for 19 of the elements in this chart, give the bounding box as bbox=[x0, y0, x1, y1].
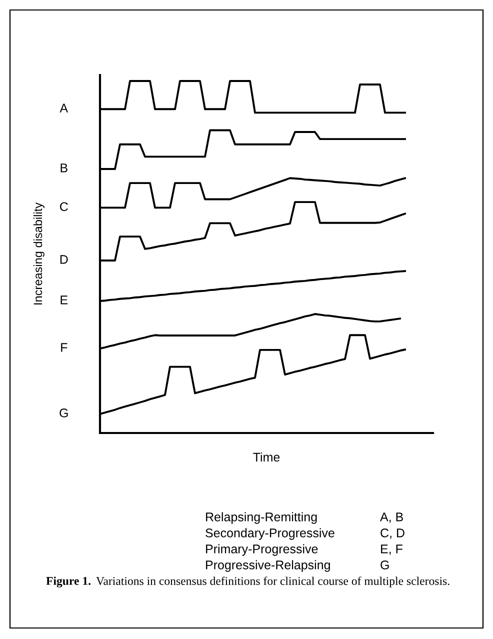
text: C bbox=[60, 202, 68, 212]
text: G bbox=[380, 560, 389, 570]
text: E bbox=[60, 296, 68, 304]
text: C, D bbox=[380, 528, 404, 539]
text: F bbox=[61, 343, 68, 352]
text: Relapsing-Remitting bbox=[206, 512, 317, 524]
text: G bbox=[60, 408, 68, 418]
text: Primary-Progressive bbox=[206, 544, 318, 556]
text: A bbox=[60, 104, 68, 112]
x-axis-title: Time bbox=[253, 452, 280, 462]
text: Progressive-Relapsing bbox=[206, 560, 330, 572]
text: D bbox=[60, 255, 68, 264]
text: B bbox=[60, 164, 68, 172]
text: Secondary-Progressive bbox=[206, 528, 334, 540]
text: A, B bbox=[380, 512, 403, 523]
text: E, F bbox=[381, 544, 402, 555]
caption: Figure 1. bbox=[46, 576, 91, 588]
text: Variations in consensus definitions for clinical course of multiple sclerosis. bbox=[96, 576, 450, 588]
y-axis-title: Increasing disability bbox=[33, 202, 44, 304]
